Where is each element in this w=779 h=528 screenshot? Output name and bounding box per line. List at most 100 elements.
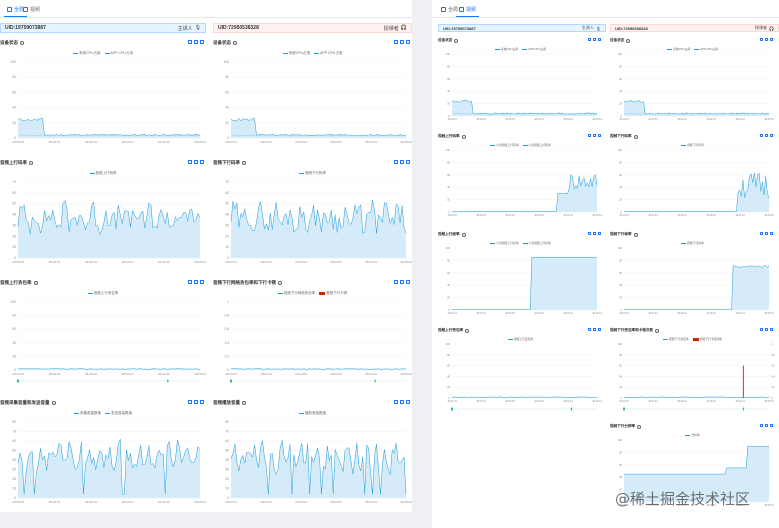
zoom-icon[interactable] — [394, 40, 398, 44]
download-icon[interactable] — [770, 232, 773, 235]
tab-video[interactable]: 视频 — [456, 3, 480, 17]
legend-item[interactable]: 视频下行帧率 — [681, 241, 704, 245]
help-icon[interactable] — [633, 232, 638, 237]
legend-item[interactable]: 分辨率 — [685, 433, 700, 437]
zoom-icon[interactable] — [188, 400, 192, 404]
zoom-icon[interactable] — [760, 232, 763, 235]
zoom-icon[interactable] — [760, 38, 763, 41]
zoom-handle-start[interactable] — [451, 407, 453, 411]
download-icon[interactable] — [598, 134, 601, 137]
restore-icon[interactable] — [765, 134, 768, 137]
legend-item[interactable]: 系统CPU占用 — [495, 47, 518, 51]
restore-icon[interactable] — [194, 160, 198, 164]
zoom-icon[interactable] — [760, 328, 763, 331]
restore-icon[interactable] — [593, 328, 596, 331]
help-icon[interactable] — [454, 38, 459, 43]
download-icon[interactable] — [200, 160, 204, 164]
zoom-handle-start[interactable] — [17, 379, 19, 383]
zoom-icon[interactable] — [588, 134, 591, 137]
download-icon[interactable] — [770, 424, 773, 427]
restore-icon[interactable] — [593, 134, 596, 137]
zoom-icon[interactable] — [394, 280, 398, 284]
legend-item[interactable]: 视频下行丢包率 — [663, 337, 689, 341]
download-icon[interactable] — [598, 328, 601, 331]
restore-icon[interactable] — [765, 424, 768, 427]
legend-item[interactable]: 音频下行网络丢包率 — [277, 291, 315, 296]
legend-item[interactable]: 小流视频上行码率 — [522, 143, 551, 147]
legend-item[interactable]: 采集音量数值 — [74, 411, 101, 416]
help-icon[interactable] — [233, 41, 237, 45]
tab-video[interactable]: 视频 — [20, 3, 43, 16]
restore-icon[interactable] — [194, 40, 198, 44]
zoom-icon[interactable] — [394, 160, 398, 164]
zoom-handle-end[interactable] — [167, 379, 169, 383]
legend-item[interactable]: 小流视频上行帧率 — [522, 241, 551, 245]
zoom-icon[interactable] — [588, 232, 591, 235]
zoom-icon[interactable] — [760, 424, 763, 427]
restore-icon[interactable] — [765, 38, 768, 41]
legend-item[interactable]: 发送音量数值 — [105, 411, 132, 416]
legend-item[interactable]: APP CPU占用 — [522, 47, 546, 51]
download-icon[interactable] — [406, 160, 410, 164]
legend-item[interactable]: 大流视频上行帧率 — [490, 241, 519, 245]
download-icon[interactable] — [200, 400, 204, 404]
zoom-icon[interactable] — [588, 38, 591, 41]
restore-icon[interactable] — [765, 232, 768, 235]
zoom-handle-end[interactable] — [570, 407, 573, 411]
help-icon[interactable] — [242, 161, 246, 165]
help-icon[interactable] — [637, 424, 642, 429]
download-icon[interactable] — [770, 38, 773, 41]
restore-icon[interactable] — [194, 400, 198, 404]
restore-icon[interactable] — [400, 40, 404, 44]
legend-item[interactable]: 系统CPU占用 — [667, 47, 690, 51]
help-icon[interactable] — [278, 281, 282, 285]
restore-icon[interactable] — [593, 38, 596, 41]
legend-item[interactable]: 系统CPU占用 — [73, 51, 101, 56]
help-icon[interactable] — [626, 38, 631, 43]
help-icon[interactable] — [633, 134, 638, 139]
legend-item[interactable]: 播放音量数值 — [299, 411, 326, 416]
legend-item[interactable]: 音频上行码率 — [89, 171, 117, 176]
zoom-icon[interactable] — [188, 40, 192, 44]
legend-item[interactable]: 音频上行丢包率 — [87, 291, 118, 296]
download-icon[interactable] — [598, 38, 601, 41]
download-icon[interactable] — [406, 400, 410, 404]
restore-icon[interactable] — [765, 328, 768, 331]
download-icon[interactable] — [406, 40, 410, 44]
restore-icon[interactable] — [400, 160, 404, 164]
legend-item[interactable]: 音频下行卡顿 — [319, 291, 347, 296]
help-icon[interactable] — [51, 401, 56, 405]
download-icon[interactable] — [598, 232, 601, 235]
download-icon[interactable] — [770, 134, 773, 137]
restore-icon[interactable] — [400, 400, 404, 404]
download-icon[interactable] — [406, 280, 410, 284]
legend-item[interactable]: APP CPU占用 — [314, 51, 342, 56]
download-icon[interactable] — [770, 328, 773, 331]
help-icon[interactable] — [465, 328, 470, 333]
help-icon[interactable] — [33, 281, 38, 285]
restore-icon[interactable] — [593, 232, 596, 235]
zoom-icon[interactable] — [188, 160, 192, 164]
legend-item[interactable]: 系统CPU占用 — [282, 51, 310, 56]
help-icon[interactable] — [20, 41, 24, 45]
legend-item[interactable]: 视频上行丢包率 — [507, 337, 533, 341]
legend-item[interactable]: 音频下行码率 — [299, 171, 326, 176]
legend-item[interactable]: APP CPU占用 — [694, 47, 718, 51]
tab-global[interactable]: 全局 — [438, 3, 461, 16]
help-icon[interactable] — [461, 232, 466, 237]
help-icon[interactable] — [655, 328, 660, 333]
restore-icon[interactable] — [194, 280, 198, 284]
legend-item[interactable]: 大流视频上行码率 — [490, 143, 519, 147]
zoom-handle-end[interactable] — [742, 407, 745, 411]
zoom-icon[interactable] — [760, 134, 763, 137]
zoom-handle-start[interactable] — [623, 407, 625, 411]
zoom-icon[interactable] — [588, 328, 591, 331]
zoom-icon[interactable] — [188, 280, 192, 284]
legend-item[interactable]: APP CPU占用 — [104, 51, 133, 56]
restore-icon[interactable] — [400, 280, 404, 284]
zoom-handle-end[interactable] — [374, 379, 376, 383]
help-icon[interactable] — [29, 161, 33, 165]
download-icon[interactable] — [200, 40, 204, 44]
tab-global[interactable]: 全局 — [4, 3, 28, 17]
legend-item[interactable]: 视频下行码率 — [681, 143, 704, 147]
